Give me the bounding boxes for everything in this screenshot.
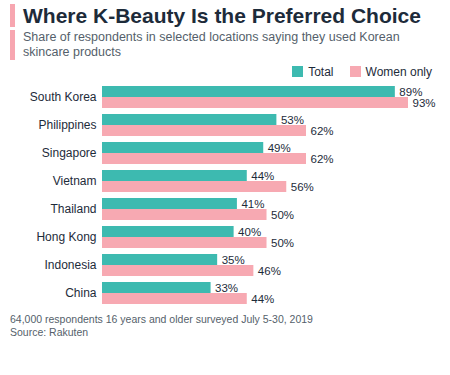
svg-text:50%: 50%	[271, 237, 294, 249]
svg-text:Thailand: Thailand	[50, 202, 96, 216]
svg-text:44%: 44%	[251, 293, 274, 305]
svg-text:South Korea: South Korea	[30, 90, 97, 104]
svg-text:49%: 49%	[268, 142, 291, 154]
svg-text:Philippines: Philippines	[38, 118, 96, 132]
svg-text:89%: 89%	[399, 85, 423, 98]
svg-text:50%: 50%	[271, 209, 294, 221]
html-text:Share of respondents in select: Share of respondents in selected locatio…	[23, 30, 400, 59]
svg-text:44%: 44%	[251, 170, 274, 182]
svg-text:93%: 93%	[413, 97, 436, 109]
svg-text:62%: 62%	[311, 125, 334, 137]
html-text:Women only: Women only	[365, 65, 432, 79]
svg-text:56%: 56%	[291, 181, 314, 193]
svg-text:Indonesia: Indonesia	[44, 258, 96, 272]
svg-text:53%: 53%	[281, 114, 304, 126]
html-text:Total: Total	[308, 65, 334, 79]
svg-text:33%: 33%	[215, 282, 238, 294]
svg-text:35%: 35%	[222, 254, 245, 266]
svg-text:China: China	[65, 286, 97, 300]
svg-text:Singapore: Singapore	[42, 146, 97, 160]
svg-text:Vietnam: Vietnam	[53, 174, 97, 188]
svg-text:62%: 62%	[311, 153, 334, 165]
svg-text:41%: 41%	[241, 198, 264, 210]
html-text:Source: Rakuten: Source: Rakuten	[10, 326, 89, 338]
html-text:Where K-Beauty Is the Preferre: Where K-Beauty Is the Preferred Choice	[23, 4, 421, 27]
svg-text:Hong Kong: Hong Kong	[36, 230, 96, 244]
svg-text:40%: 40%	[238, 226, 261, 238]
html-text:64,000 respondents 16 years an: 64,000 respondents 16 years and older su…	[10, 313, 313, 325]
svg-text:46%: 46%	[258, 265, 281, 277]
